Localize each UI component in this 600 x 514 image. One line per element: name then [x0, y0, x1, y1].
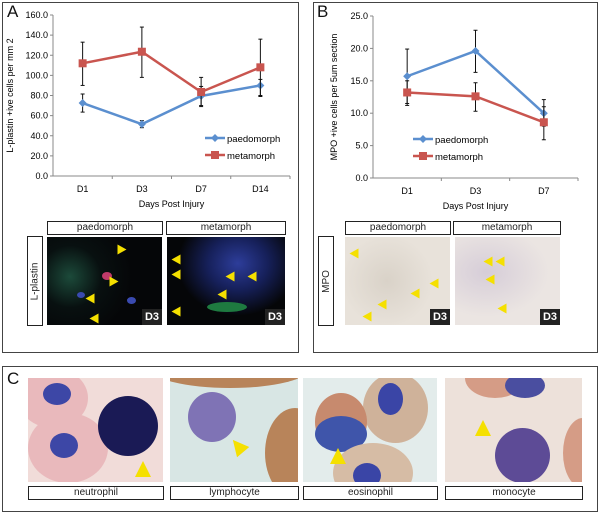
data-point [78, 99, 87, 108]
x-tick-label: D1 [77, 184, 89, 194]
y-tick-label: 100.0 [25, 70, 48, 80]
y-tick-label: 10.0 [350, 108, 368, 118]
image-monocyte [445, 378, 582, 482]
legend-marker [211, 151, 219, 159]
data-point [403, 72, 412, 81]
micrograph-mpo-metamorph: D3 [455, 237, 560, 325]
label-eosinophil: eosinophil [303, 486, 438, 500]
col-label-metamorph: metamorph [166, 221, 286, 235]
legend-label: metamorph [435, 152, 483, 163]
data-point [256, 63, 265, 72]
image-lymphocyte [170, 378, 298, 482]
data-point [78, 59, 87, 68]
chart-b: 0.0 5.0 10.0 15.0 20.0 25.0 D1 D3 D7 Days Post In… [329, 11, 579, 211]
x-axis-label: Days Post Injury [443, 201, 509, 211]
y-tick-label: 25.0 [350, 11, 368, 21]
x-tick-label: D3 [470, 186, 482, 196]
y-tick-label: 140.0 [25, 30, 48, 40]
panel-a [2, 2, 299, 353]
panel-b [313, 2, 598, 353]
data-point [137, 120, 146, 129]
micrograph-lplastin-paedomorph: D3 [47, 237, 162, 325]
y-tick-label: 5.0 [355, 141, 368, 151]
data-point [137, 47, 146, 56]
data-point [539, 118, 548, 127]
x-tick-label: D1 [401, 186, 413, 196]
col-label-paedomorph: paedomorph [345, 221, 451, 235]
micrograph-lplastin-metamorph: D3 [167, 237, 285, 325]
y-tick-label: 120.0 [25, 50, 48, 60]
legend-label: paedomorph [435, 135, 488, 146]
image-neutrophil [28, 378, 163, 482]
legend-marker [419, 135, 427, 143]
y-tick-label: 60.0 [30, 111, 48, 121]
series-line-paedomorph [82, 84, 261, 126]
legend-label: metamorph [227, 151, 275, 162]
y-tick-label: 15.0 [350, 76, 368, 86]
y-tick-label: 40.0 [30, 131, 48, 141]
micrograph-mpo-paedomorph: D3 [345, 237, 450, 325]
chart-a: 0.0 20.0 40.0 60.0 80.0 100.0 120.0 140.0 160.0 D… [5, 10, 291, 209]
col-label-metamorph: metamorph [453, 221, 561, 235]
y-tick-label: 20.0 [350, 43, 368, 53]
y-tick-label: 80.0 [30, 91, 48, 101]
image-eosinophil [303, 378, 437, 482]
x-tick-label: D14 [252, 184, 269, 194]
x-axis-label: Days Post Injury [139, 199, 205, 209]
y-tick-label: 160.0 [25, 10, 48, 20]
panel-a-label: A [7, 2, 19, 21]
y-axis-label: L-plastin +ive cells per mm 2 [5, 38, 15, 152]
x-tick-label: D7 [538, 186, 550, 196]
row-label-l-plastin: L-plastin [27, 236, 43, 326]
panel-b-label: B [317, 2, 329, 21]
series-line-metamorph [82, 50, 261, 94]
label-neutrophil: neutrophil [28, 486, 164, 500]
row-label-mpo: MPO [318, 236, 334, 326]
label-lymphocyte: lymphocyte [170, 486, 299, 500]
data-point [471, 46, 480, 55]
y-tick-label: 0.0 [35, 171, 48, 181]
y-tick-label: 20.0 [30, 151, 48, 161]
panel-c-label: C [7, 369, 20, 388]
x-tick-label: D7 [195, 184, 207, 194]
label-monocyte: monocyte [445, 486, 583, 500]
data-point [403, 88, 412, 97]
legend-marker [211, 134, 219, 142]
x-tick-label: D3 [136, 184, 148, 194]
y-tick-label: 0.0 [355, 173, 368, 183]
y-axis-label: MPO +ive cells per 5um section [329, 34, 339, 161]
panel-c [2, 366, 598, 512]
col-label-paedomorph: paedomorph [47, 221, 163, 235]
legend-label: paedomorph [227, 134, 280, 145]
data-point [197, 87, 206, 96]
data-point [471, 92, 480, 101]
legend-marker [419, 152, 427, 160]
